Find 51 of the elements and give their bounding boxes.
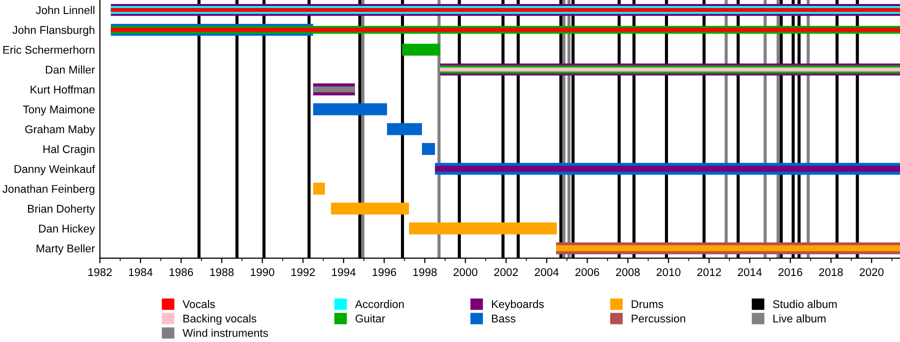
bar — [313, 86, 355, 92]
legend-label: Vocals — [182, 300, 215, 308]
y-tick-label: John Flansburgh — [12, 26, 94, 36]
x-tick-label: 1986 — [170, 268, 193, 276]
bar — [313, 103, 388, 116]
x-tick-label: 2016 — [778, 268, 802, 276]
x-tick-label: 2010 — [656, 268, 680, 276]
y-tick-label: Dan Miller — [46, 65, 95, 74]
legend-label: Keyboards — [492, 300, 544, 310]
y-tick-label: Marty Beller — [36, 244, 95, 255]
legend-label: Wind instruments — [182, 328, 268, 337]
x-tick-label: 2020 — [860, 268, 884, 276]
bar — [387, 123, 422, 136]
bar — [313, 182, 325, 195]
legend-label: Backing vocals — [183, 314, 256, 325]
x-tick-label: 1998 — [413, 268, 437, 276]
legend-label: Accordion — [355, 300, 404, 308]
y-tick-label: Danny Weinkauf — [14, 164, 96, 176]
legend-label: Studio album — [773, 300, 837, 308]
legend-label: Bass — [492, 314, 516, 322]
legend-label: Live album — [773, 314, 826, 322]
x-tick-label: 2008 — [616, 268, 640, 276]
y-tick-label: Tony Maimone — [23, 105, 95, 116]
y-tick-label: Jonathan Feinberg — [2, 184, 94, 196]
legend-label: Percussion — [632, 314, 686, 322]
x-tick-label: 1982 — [88, 268, 112, 276]
y-tick-label: Eric Schermerhorn — [3, 46, 94, 54]
bar — [422, 143, 435, 155]
bar — [408, 222, 557, 234]
y-tick-label: Brian Doherty — [28, 204, 96, 215]
x-tick-label: 1996 — [372, 268, 396, 276]
x-tick-label: 2000 — [454, 268, 478, 276]
x-tick-label: 1994 — [332, 268, 356, 276]
x-tick-label: 2004 — [534, 268, 559, 276]
x-tick-label: 1992 — [291, 268, 315, 276]
x-tick-label: 2012 — [697, 268, 721, 276]
x-tick-label: 1990 — [250, 268, 274, 276]
y-tick-label: John Linnell — [36, 6, 94, 14]
x-tick-label: 2018 — [819, 268, 843, 276]
x-tick-label: 1988 — [210, 268, 234, 276]
y-tick-label: Hal Cragin — [43, 144, 94, 156]
y-tick-label: Dan Hickey — [39, 224, 96, 235]
y-tick-label: Kurt Hoffman — [30, 85, 94, 94]
bar — [330, 202, 409, 215]
legend-label: Drums — [632, 300, 664, 308]
x-tick-label: 2006 — [575, 268, 600, 276]
legend-label: Guitar — [356, 314, 386, 322]
x-tick-label: 1984 — [129, 268, 153, 276]
y-tick-label: Graham Maby — [25, 125, 96, 136]
x-tick-label: 2002 — [494, 268, 518, 276]
x-tick-label: 2014 — [738, 268, 762, 276]
